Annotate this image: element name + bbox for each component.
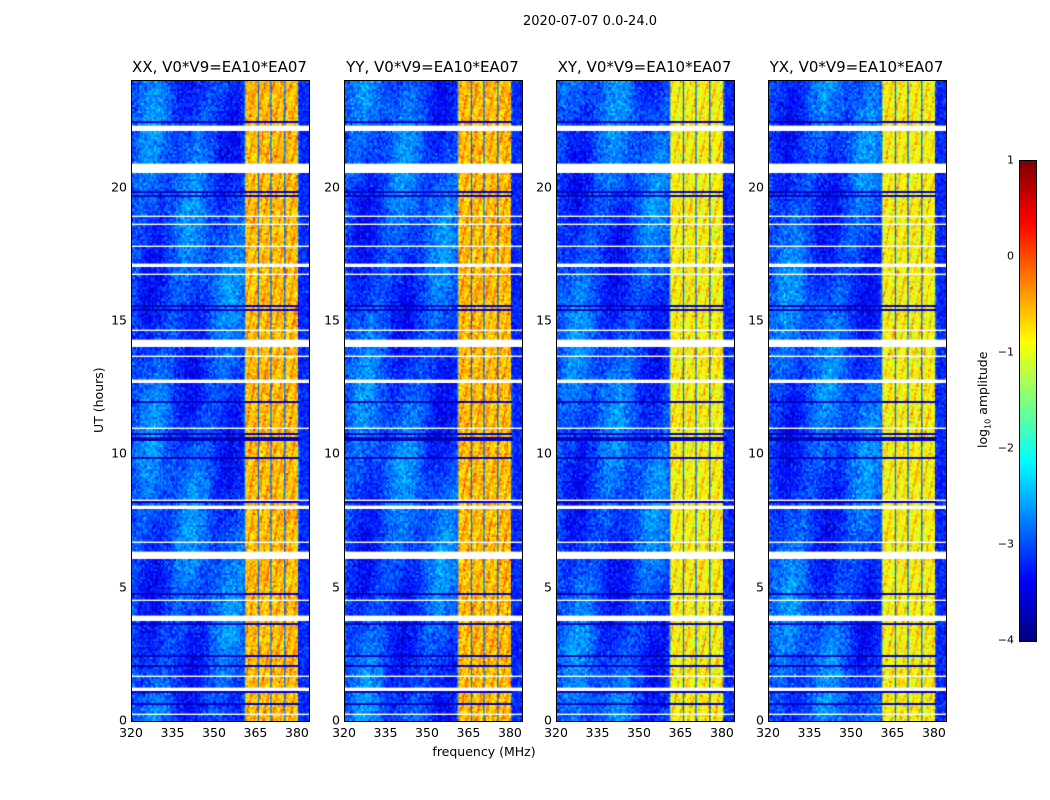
waterfall-heatmap [556, 80, 735, 722]
colorbar-tick-label: −3 [997, 537, 1014, 551]
x-tick-label: 380 [710, 725, 734, 740]
x-tick-label: 320 [119, 725, 143, 740]
colorbar-tick-label: −4 [997, 633, 1014, 647]
y-tick-label: 0 [756, 712, 764, 728]
x-tick-label: 380 [285, 725, 309, 740]
x-tick-label: 350 [627, 725, 651, 740]
colorbar-tick-label: 0 [1007, 249, 1014, 263]
x-tick-label: 380 [922, 725, 946, 740]
y-tick-label: 20 [536, 179, 552, 195]
y-tick-label: 10 [324, 445, 340, 461]
x-tick-label: 365 [880, 725, 905, 740]
y-tick-label: 10 [111, 445, 127, 461]
x-tick-label: 365 [668, 725, 693, 740]
x-tick-label: 335 [160, 725, 185, 740]
x-tick-label: 350 [839, 725, 863, 740]
colorbar [1019, 160, 1037, 642]
x-tick-label: 380 [498, 725, 522, 740]
waterfall-heatmap [768, 80, 947, 722]
y-tick-label: 20 [111, 179, 127, 195]
x-tick-label: 320 [756, 725, 780, 740]
colorbar-tick-label: −1 [997, 345, 1014, 359]
x-axis-label: frequency (MHz) [432, 744, 536, 759]
y-tick-label: 0 [544, 712, 552, 728]
y-tick-label: 5 [332, 579, 340, 595]
waterfall-heatmap [131, 80, 310, 722]
y-tick-label: 5 [119, 579, 127, 595]
y-tick-label: 15 [748, 312, 764, 328]
x-tick-label: 350 [202, 725, 226, 740]
colorbar-tick-label: 1 [1007, 153, 1014, 167]
panel-title: YY, V0*V9=EA10*EA07 [346, 58, 519, 76]
y-tick-label: 15 [536, 312, 552, 328]
y-tick-label: 5 [756, 579, 764, 595]
y-axis-label: UT (hours) [91, 367, 106, 433]
x-tick-label: 365 [243, 725, 268, 740]
y-tick-label: 10 [748, 445, 764, 461]
x-tick-label: 320 [544, 725, 568, 740]
x-tick-label: 335 [797, 725, 822, 740]
x-tick-label: 320 [332, 725, 356, 740]
y-tick-label: 20 [324, 179, 340, 195]
x-tick-label: 365 [456, 725, 481, 740]
x-tick-label: 335 [373, 725, 398, 740]
panel-title: XX, V0*V9=EA10*EA07 [132, 58, 307, 76]
y-tick-label: 0 [119, 712, 127, 728]
y-tick-label: 5 [544, 579, 552, 595]
panel-title: YX, V0*V9=EA10*EA07 [769, 58, 944, 76]
x-tick-label: 350 [415, 725, 439, 740]
figure-title: 2020-07-07 0.0-24.0 [523, 14, 657, 29]
y-tick-label: 15 [111, 312, 127, 328]
y-tick-label: 10 [536, 445, 552, 461]
x-tick-label: 335 [585, 725, 610, 740]
y-tick-label: 0 [332, 712, 340, 728]
y-tick-label: 20 [748, 179, 764, 195]
panel-title: XY, V0*V9=EA10*EA07 [557, 58, 732, 76]
y-tick-label: 15 [324, 312, 340, 328]
colorbar-label: log10 amplitude [975, 351, 993, 448]
colorbar-tick-label: −2 [997, 441, 1014, 455]
waterfall-heatmap [344, 80, 523, 722]
